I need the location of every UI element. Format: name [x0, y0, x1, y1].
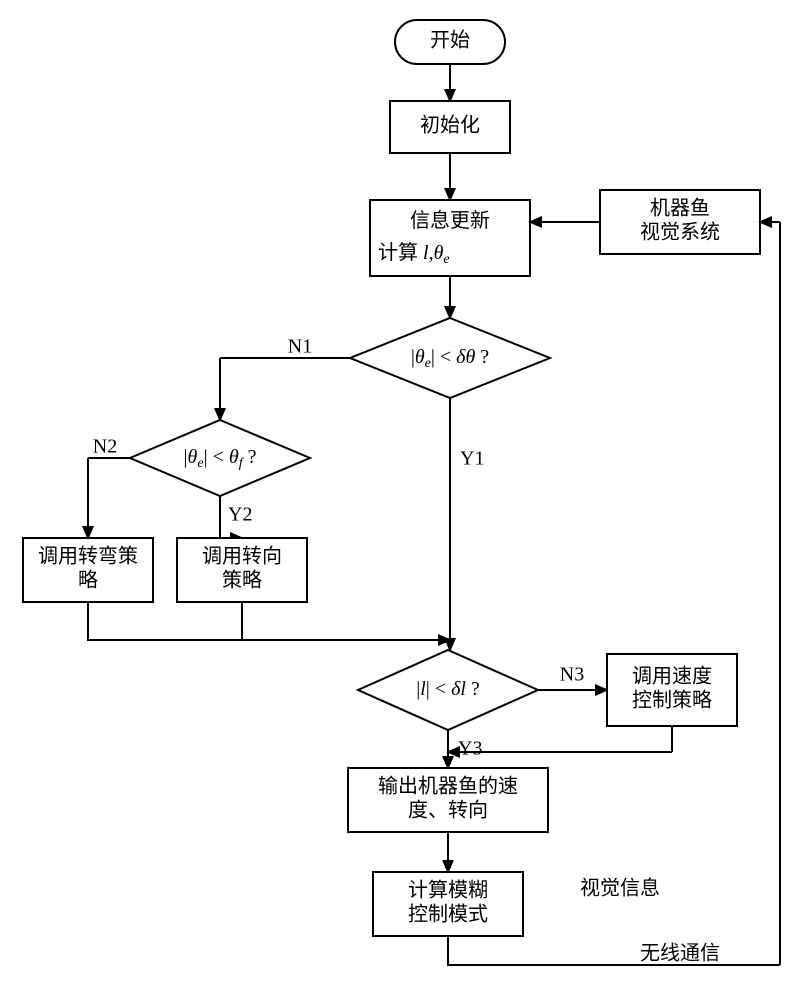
- n1-label: N1: [288, 336, 312, 358]
- update-text-2: 计算 l,θe: [378, 241, 450, 268]
- speed-text-2: 控制策略: [632, 689, 712, 712]
- vision-text-1: 机器鱼: [650, 197, 710, 220]
- output-text-2: 度、转向: [408, 799, 488, 822]
- output-text-1: 输出机器鱼的速: [378, 775, 518, 798]
- speed-text-1: 调用速度: [632, 665, 712, 688]
- n2-label: N2: [93, 436, 117, 458]
- fuzzy-text-1: 计算模糊: [408, 879, 488, 902]
- update-text-1: 信息更新: [410, 209, 490, 232]
- steer-text-1: 调用转向: [202, 545, 282, 568]
- d3-text: |l| < δl ?: [416, 678, 480, 700]
- vision-info-label: 视觉信息: [580, 877, 660, 900]
- fuzzy-text-2: 控制模式: [408, 903, 488, 926]
- d2-text: |θe| < θf ?: [184, 446, 257, 472]
- init-text: 初始化: [420, 114, 480, 137]
- steer-text-2: 策略: [222, 569, 262, 592]
- edge-feedback-a: [448, 936, 780, 965]
- y1-label: Y1: [460, 448, 484, 470]
- y2-label: Y2: [228, 504, 252, 526]
- d1-text: |θe| < δθ ?: [411, 346, 489, 372]
- y3-label: Y3: [458, 738, 482, 760]
- turn-text-2: 略: [78, 569, 98, 592]
- wireless-label: 无线通信: [640, 942, 720, 965]
- edge-turn-merge: [88, 602, 242, 640]
- vision-text-2: 视觉系统: [640, 221, 720, 244]
- turn-text-1: 调用转弯策: [38, 545, 138, 568]
- start-text: 开始: [430, 29, 470, 52]
- n3-label: N3: [560, 664, 584, 686]
